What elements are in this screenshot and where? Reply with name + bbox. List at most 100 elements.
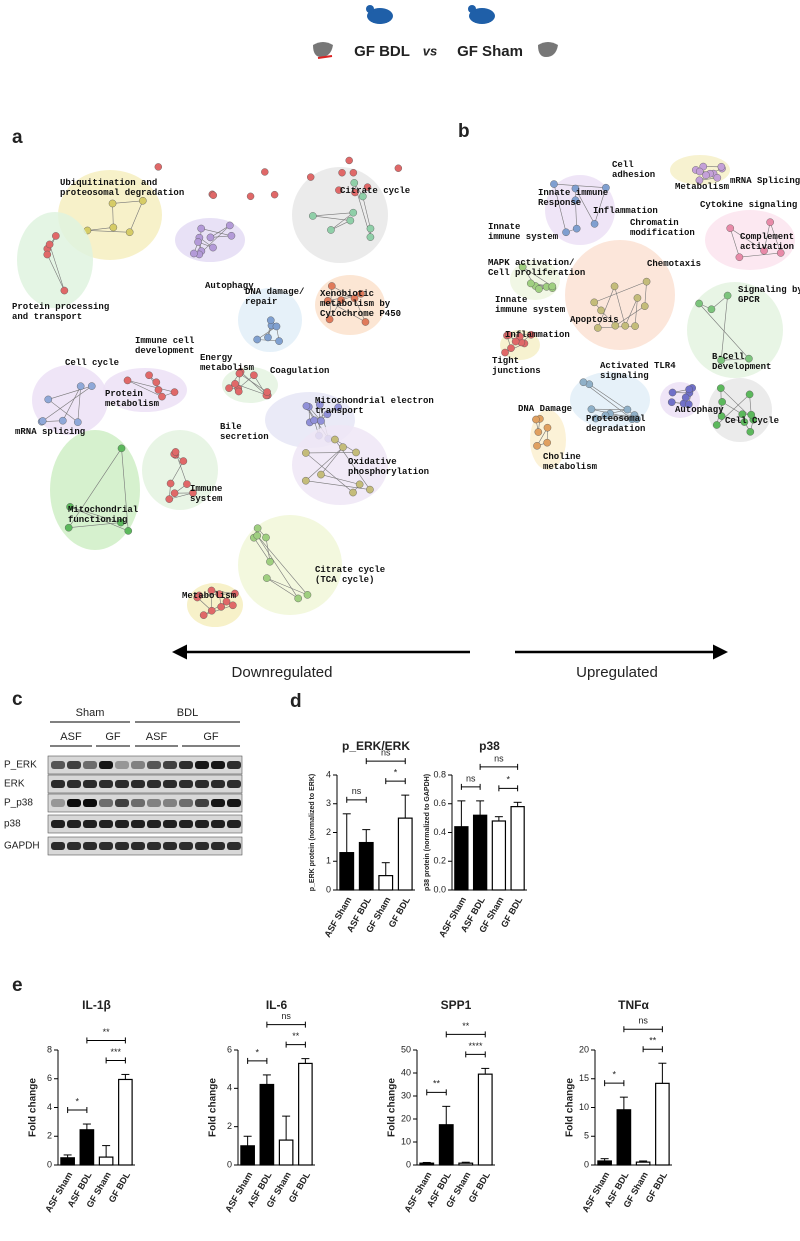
y-tick-label: 0.6 <box>433 798 446 808</box>
node <box>87 382 96 390</box>
edge <box>69 506 121 523</box>
band <box>99 780 113 788</box>
node <box>747 410 756 419</box>
edge <box>68 522 121 529</box>
x-tick-label: ASF Sham <box>402 1170 433 1214</box>
significance-label: * <box>255 1047 259 1057</box>
node <box>152 378 161 387</box>
y-tick-label: 2 <box>227 1121 232 1131</box>
edge <box>362 196 371 229</box>
node <box>571 184 580 193</box>
cluster <box>545 175 615 245</box>
edge <box>257 535 308 596</box>
y-axis-label: p38 protein (normalized to GAPDH) <box>424 774 431 891</box>
band <box>51 761 65 769</box>
significance-label: ** <box>649 1036 657 1046</box>
band <box>227 842 241 850</box>
network-label: Cell cycle <box>65 358 120 368</box>
node <box>43 250 52 259</box>
network-label: Inflammation <box>593 206 658 216</box>
node <box>511 337 520 346</box>
edge <box>739 252 781 258</box>
node <box>328 282 336 290</box>
edge <box>644 281 647 307</box>
network-label: Cell adhesion <box>612 160 656 180</box>
y-tick-label: 15 <box>579 1073 589 1083</box>
node <box>266 316 275 325</box>
network-label: Metabolism <box>182 591 237 601</box>
node <box>309 212 317 220</box>
blot-row-label: P_p38 <box>4 798 33 809</box>
y-axis-label: Fold change <box>208 1078 219 1137</box>
edge <box>729 228 740 258</box>
node <box>572 224 581 233</box>
band <box>179 842 193 850</box>
error-bar <box>658 1062 667 1084</box>
y-tick-label: 2 <box>326 827 331 837</box>
node <box>590 298 599 307</box>
edge <box>127 380 175 393</box>
node <box>317 417 325 425</box>
y-axis-label: Fold change <box>565 1078 576 1137</box>
edge <box>721 415 745 423</box>
bar <box>118 1078 133 1166</box>
node <box>275 337 283 345</box>
bar <box>60 1157 75 1166</box>
node <box>117 518 125 527</box>
node <box>209 191 218 199</box>
y-tick-label: 0 <box>326 884 331 894</box>
node <box>60 286 69 295</box>
cluster <box>565 240 675 350</box>
bar <box>616 1109 632 1166</box>
node <box>334 403 343 412</box>
significance-label: ns <box>281 1011 291 1021</box>
edge <box>170 460 184 484</box>
edge <box>48 399 78 423</box>
node <box>253 531 262 540</box>
bar <box>597 1160 612 1166</box>
band <box>195 820 209 828</box>
node <box>587 405 596 414</box>
significance-label: ns <box>466 773 476 783</box>
error-bar <box>422 1161 431 1164</box>
node <box>359 192 367 201</box>
network-label: Citrate cycle <box>340 186 411 196</box>
y-tick-label: 1 <box>326 856 331 866</box>
node <box>726 224 735 233</box>
node <box>117 444 126 453</box>
error-bar <box>457 800 466 827</box>
edge <box>330 212 354 231</box>
bar <box>79 1129 95 1166</box>
node <box>695 167 704 176</box>
blot-group: BDL <box>177 707 198 719</box>
edge <box>320 446 344 475</box>
node <box>681 393 690 402</box>
edge <box>327 300 366 323</box>
band <box>51 780 65 788</box>
node <box>139 196 147 205</box>
node <box>571 196 580 205</box>
node <box>713 173 722 182</box>
band <box>51 842 65 850</box>
edge <box>320 474 360 485</box>
significance-label: ns <box>352 786 362 796</box>
blot-strip <box>47 755 243 775</box>
node <box>190 249 198 258</box>
y-tick-label: 8 <box>47 1044 52 1054</box>
node <box>350 179 359 187</box>
node <box>253 335 261 344</box>
band <box>115 799 129 807</box>
bar <box>240 1145 255 1166</box>
bar <box>438 1124 454 1166</box>
network-label: Innate immune system <box>495 295 566 315</box>
node <box>766 218 774 226</box>
edge <box>68 448 122 528</box>
band <box>67 820 81 828</box>
node <box>712 421 721 429</box>
band <box>179 780 193 788</box>
edge <box>77 386 81 423</box>
network-label: Inflammation <box>505 330 570 340</box>
node <box>535 285 543 293</box>
network-label: Cytokine signaling <box>700 200 798 210</box>
edge <box>305 452 354 493</box>
